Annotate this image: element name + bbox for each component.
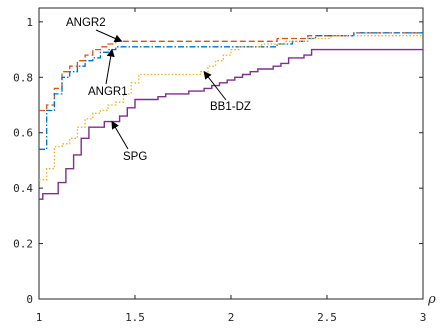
series-line-angr1	[39, 32, 423, 150]
series-line-spg	[39, 48, 423, 200]
x-tick-label: 2	[228, 311, 235, 324]
axis-ticks	[38, 8, 424, 300]
y-tick-label: 0.6	[13, 127, 33, 140]
series-lines	[39, 32, 423, 200]
x-tick-label: 1	[36, 311, 43, 324]
annotation-arrow	[105, 48, 115, 85]
x-tick-label: 2.5	[317, 311, 337, 324]
annotation-label-spg: SPG	[123, 151, 147, 163]
x-tick-label: 3	[420, 311, 427, 324]
annotation-arrow	[111, 120, 129, 150]
series-line-bb1-dz	[39, 35, 423, 181]
x-tick-label: 1.5	[125, 311, 145, 324]
y-tick-label: 0	[26, 293, 33, 306]
y-tick-label: 0.8	[13, 71, 33, 84]
series-line-angr2	[39, 32, 423, 112]
y-tick-label: 0.4	[13, 182, 33, 195]
annotation-arrow	[95, 29, 123, 43]
y-tick-label: 0.2	[13, 238, 33, 251]
annotation-arrow	[203, 70, 227, 101]
y-tick-label: 1	[26, 16, 33, 29]
annotation-label-angr2: ANGR2	[66, 17, 106, 29]
x-axis-label: ρ	[427, 292, 436, 307]
tick-labels: 1 1.5 2 2.5 3 0 0.2 0.4 0.6 0.8 1	[13, 16, 426, 324]
plot-area	[38, 7, 424, 300]
annotations: ANGR2 ANGR1 BB1-DZ SPG	[66, 17, 251, 163]
annotation-label-bb1-dz: BB1-DZ	[210, 101, 251, 113]
annotation-label-angr1: ANGR1	[88, 86, 128, 98]
